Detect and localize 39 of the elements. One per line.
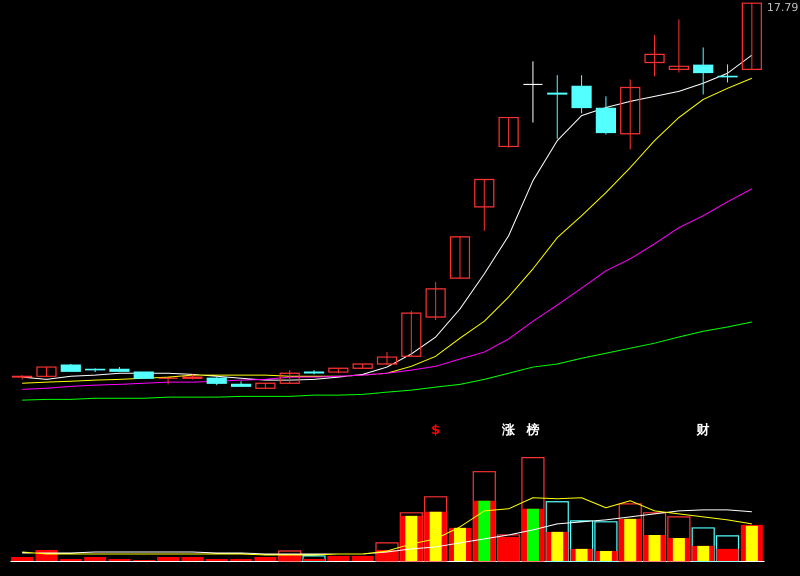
candlestick	[498, 116, 519, 148]
bar	[716, 548, 739, 561]
bar	[697, 546, 710, 561]
candlestick	[522, 60, 544, 124]
candlestick	[693, 46, 714, 95]
text: 财	[696, 423, 710, 438]
text: 涨	[501, 423, 516, 438]
bar	[624, 518, 636, 561]
candlestick	[401, 310, 422, 357]
bar	[526, 508, 539, 561]
bar	[254, 556, 276, 561]
bar	[157, 556, 180, 561]
bar	[181, 556, 204, 561]
candlestick	[376, 352, 398, 365]
bar	[672, 538, 685, 561]
candlestick	[36, 366, 57, 377]
candlestick	[280, 370, 300, 384]
bar	[551, 532, 564, 561]
bar	[84, 556, 106, 561]
candlestick	[668, 18, 689, 73]
bar	[11, 556, 34, 561]
bar	[327, 556, 350, 561]
bar	[352, 556, 374, 561]
text: $	[431, 423, 440, 438]
candlestick	[547, 74, 568, 140]
candlestick	[644, 34, 665, 77]
candlestick	[474, 178, 494, 232]
bar	[600, 550, 612, 561]
candlestick	[717, 64, 738, 83]
candlestick	[742, 2, 762, 70]
bar	[576, 548, 588, 561]
bar	[478, 500, 490, 561]
candlestick	[620, 78, 640, 150]
bar	[648, 534, 661, 561]
text: 榜	[525, 422, 540, 438]
candlestick	[571, 74, 592, 114]
candlestick	[450, 236, 470, 279]
candlestick	[426, 281, 446, 321]
text: 17.79	[766, 1, 798, 14]
